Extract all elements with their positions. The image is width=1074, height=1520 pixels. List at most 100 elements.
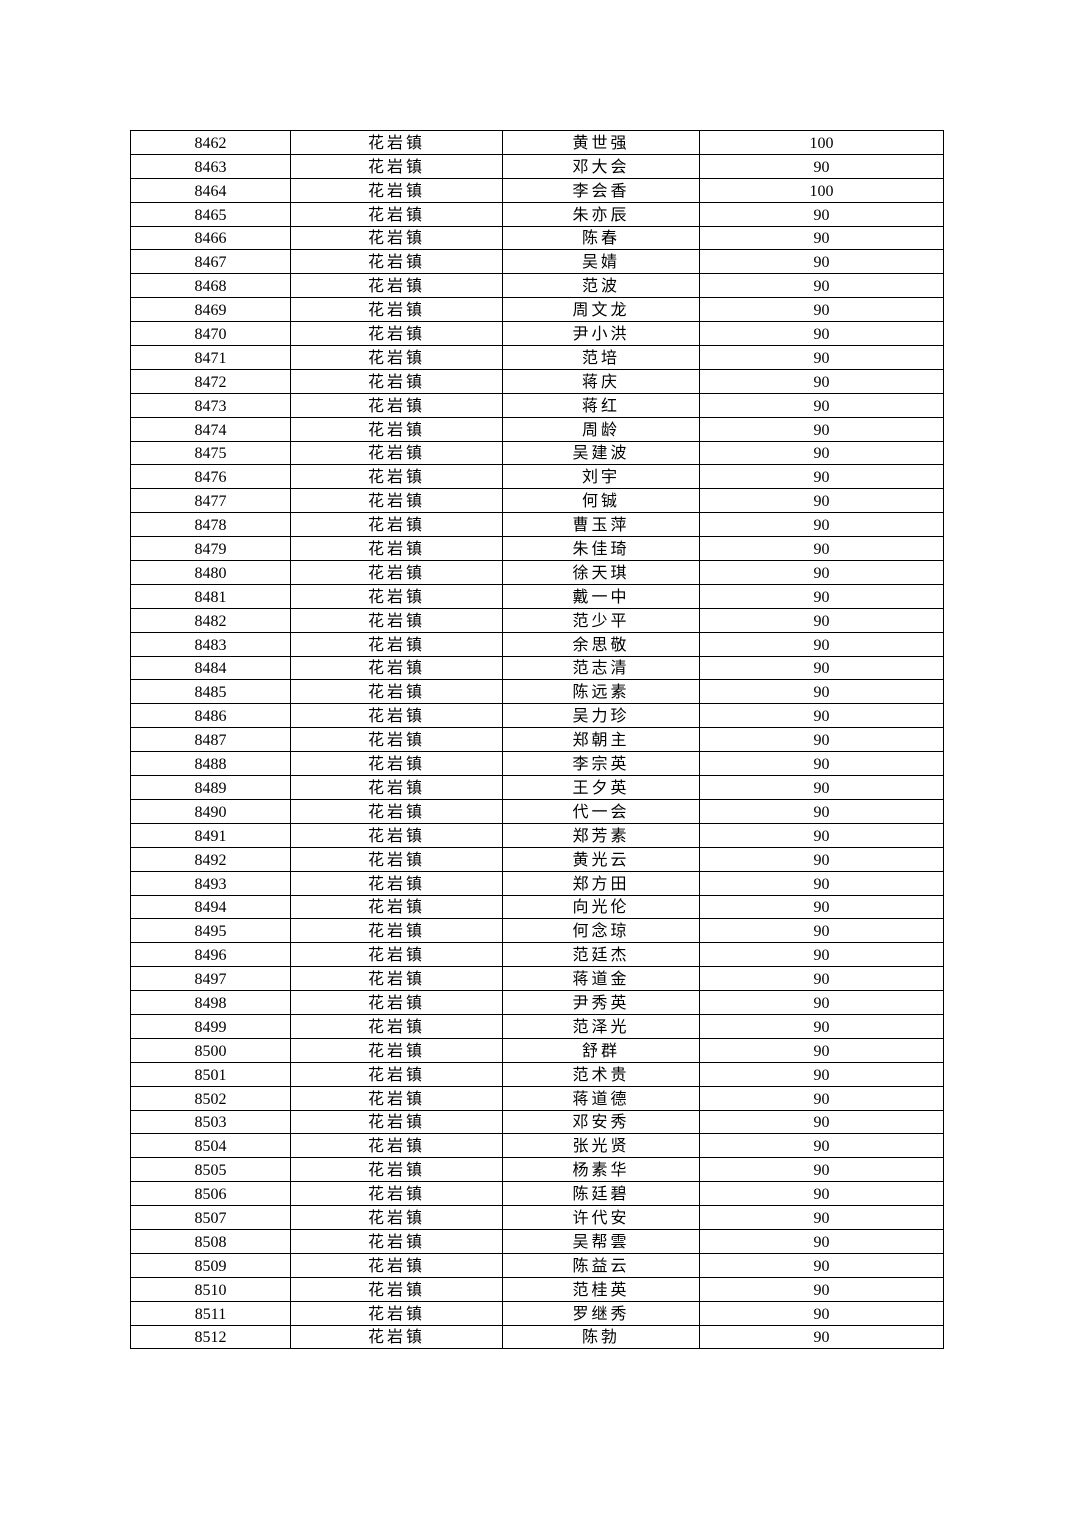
score-cell: 90 [699,966,944,992]
row-number-cell: 8498 [130,990,291,1015]
table-row: 8500 花岩镇 舒群 90 [130,1037,944,1063]
table-row: 8495 花岩镇 何念琼 90 [130,918,944,944]
town-cell: 花岩镇 [290,583,503,609]
table-row: 8511 花岩镇 罗继秀 90 [130,1300,944,1326]
score-cell: 90 [699,1324,944,1350]
row-number-cell: 8493 [130,870,291,896]
row-number-cell: 8483 [130,631,291,657]
table-row: 8484 花岩镇 范志清 90 [130,655,944,681]
person-name-cell: 罗继秀 [502,1300,700,1326]
score-cell: 90 [699,440,944,466]
person-name-cell: 朱佳琦 [502,536,700,562]
score-cell: 90 [699,488,944,514]
town-cell: 花岩镇 [290,1324,503,1350]
person-name-cell: 何铖 [502,488,700,514]
table-row: 8462 花岩镇 黄世强 100 [130,130,944,155]
town-cell: 花岩镇 [290,297,503,323]
town-cell: 花岩镇 [290,822,503,848]
person-name-cell: 李会香 [502,177,700,203]
table-row: 8485 花岩镇 陈远素 90 [130,679,944,705]
row-number-cell: 8499 [130,1013,291,1039]
score-cell: 90 [699,679,944,705]
score-cell: 90 [699,1085,944,1111]
table-row: 8505 花岩镇 杨素华 90 [130,1157,944,1183]
town-cell: 花岩镇 [290,1085,503,1111]
town-cell: 花岩镇 [290,918,503,944]
table-row: 8479 花岩镇 朱佳琦 90 [130,536,944,562]
town-cell: 花岩镇 [290,368,503,394]
table-row: 8477 花岩镇 何铖 90 [130,488,944,514]
town-cell: 花岩镇 [290,392,503,418]
town-cell: 花岩镇 [290,201,503,227]
score-cell: 90 [699,942,944,968]
table-row: 8463 花岩镇 邓大会 90 [130,153,944,179]
table-row: 8504 花岩镇 张光贤 90 [130,1133,944,1159]
score-cell: 90 [699,1276,944,1302]
table-row: 8499 花岩镇 范泽光 90 [130,1013,944,1039]
town-cell: 花岩镇 [290,1276,503,1302]
person-name-cell: 范术贵 [502,1061,700,1087]
person-name-cell: 邓大会 [502,153,700,179]
row-number-cell: 8508 [130,1228,291,1254]
town-cell: 花岩镇 [290,177,503,203]
person-name-cell: 陈远素 [502,679,700,705]
person-name-cell: 张光贤 [502,1133,700,1159]
table-row: 8469 花岩镇 周文龙 90 [130,297,944,323]
table-row: 8507 花岩镇 许代安 90 [130,1205,944,1230]
score-cell: 90 [699,345,944,370]
person-name-cell: 何念琼 [502,918,700,944]
person-name-cell: 陈廷碧 [502,1181,700,1207]
score-cell: 90 [699,775,944,800]
score-cell: 90 [699,870,944,896]
row-number-cell: 8474 [130,416,291,442]
row-number-cell: 8465 [130,201,291,227]
person-name-cell: 许代安 [502,1205,700,1230]
person-name-cell: 陈勃 [502,1324,700,1350]
town-cell: 花岩镇 [290,942,503,968]
row-number-cell: 8470 [130,321,291,347]
score-cell: 90 [699,416,944,442]
score-cell: 90 [699,583,944,609]
score-cell: 90 [699,249,944,275]
score-cell: 90 [699,153,944,179]
row-number-cell: 8492 [130,846,291,872]
town-cell: 花岩镇 [290,536,503,562]
score-cell: 90 [699,607,944,633]
town-cell: 花岩镇 [290,655,503,681]
row-number-cell: 8494 [130,894,291,920]
table-row: 8509 花岩镇 陈益云 90 [130,1252,944,1278]
table-row: 8466 花岩镇 陈春 90 [130,225,944,251]
table-row: 8476 花岩镇 刘宇 90 [130,464,944,490]
person-name-cell: 吴建波 [502,440,700,466]
person-name-cell: 舒群 [502,1037,700,1063]
row-number-cell: 8489 [130,775,291,800]
table-row: 8470 花岩镇 尹小洪 90 [130,321,944,347]
score-cell: 90 [699,751,944,777]
table-row: 8487 花岩镇 郑朝主 90 [130,727,944,753]
row-number-cell: 8478 [130,512,291,538]
town-cell: 花岩镇 [290,775,503,800]
person-name-cell: 曹玉萍 [502,512,700,538]
table-row: 8490 花岩镇 代一会 90 [130,798,944,824]
person-name-cell: 杨素华 [502,1157,700,1183]
row-number-cell: 8497 [130,966,291,992]
score-cell: 90 [699,225,944,251]
row-number-cell: 8490 [130,798,291,824]
town-cell: 花岩镇 [290,345,503,370]
row-number-cell: 8487 [130,727,291,753]
person-name-cell: 吴力珍 [502,703,700,729]
town-cell: 花岩镇 [290,679,503,705]
person-name-cell: 吴帮雲 [502,1228,700,1254]
person-name-cell: 周文龙 [502,297,700,323]
score-cell: 90 [699,1181,944,1207]
row-number-cell: 8501 [130,1061,291,1087]
person-name-cell: 蒋红 [502,392,700,418]
table-row: 8465 花岩镇 朱亦辰 90 [130,201,944,227]
person-name-cell: 郑朝主 [502,727,700,753]
town-cell: 花岩镇 [290,440,503,466]
row-number-cell: 8491 [130,822,291,848]
score-cell: 90 [699,703,944,729]
table-row: 8478 花岩镇 曹玉萍 90 [130,512,944,538]
table-row: 8486 花岩镇 吴力珍 90 [130,703,944,729]
person-name-cell: 徐天琪 [502,560,700,585]
